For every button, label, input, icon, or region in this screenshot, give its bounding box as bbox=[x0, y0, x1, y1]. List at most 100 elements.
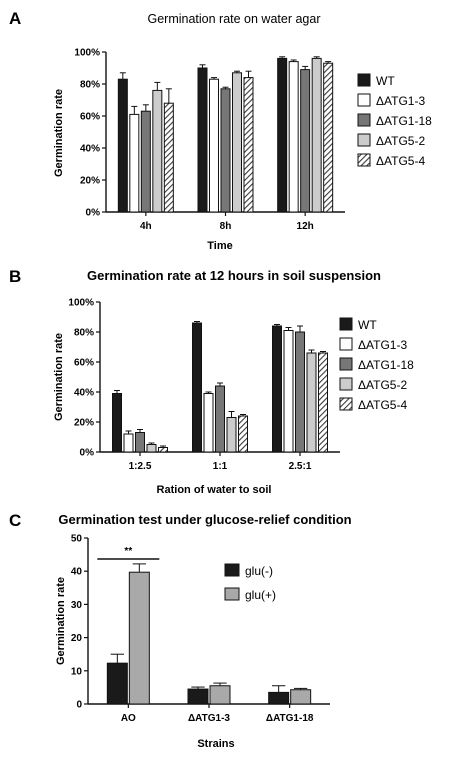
panel-b-bar bbox=[226, 417, 237, 453]
panel-b-bar bbox=[203, 393, 214, 453]
panel-c-bar bbox=[268, 691, 290, 705]
panel-a-xtick-label: 12h bbox=[297, 221, 314, 232]
panel-a-legend-swatch bbox=[357, 133, 371, 147]
panel-a-ylabel: Germination rate bbox=[53, 89, 65, 177]
panel-b-legend-swatch bbox=[339, 357, 353, 371]
panel-b-ytick-label: 40% bbox=[74, 388, 94, 399]
panel-c-xlabel: Strains bbox=[197, 738, 234, 750]
panel-c-letter: C bbox=[9, 511, 21, 530]
panel-c-bar bbox=[187, 688, 209, 705]
panel-b-bar bbox=[306, 352, 317, 453]
panel-b-bar bbox=[295, 331, 305, 453]
panel-b-bar bbox=[112, 393, 122, 453]
panel-c-bar bbox=[106, 662, 128, 705]
panel-a-legend-label: ΔATG1-3 bbox=[376, 94, 425, 108]
panel-a-bar bbox=[311, 57, 322, 213]
panel-a-legend-swatch bbox=[357, 153, 371, 167]
panel-a-bar bbox=[232, 72, 242, 213]
panel-a-legend-label: WT bbox=[376, 74, 395, 88]
panel-c-ytick-label: 10 bbox=[71, 666, 83, 677]
panel-b-ytick-label: 80% bbox=[74, 328, 94, 339]
panel-a-bar bbox=[277, 57, 288, 213]
panel-b-bar bbox=[272, 325, 282, 453]
panel-a-legend-swatch bbox=[357, 73, 371, 87]
panel-b-bar bbox=[146, 444, 157, 453]
panel-b-legend-swatch bbox=[339, 397, 353, 411]
panel-b-legend-swatch bbox=[339, 377, 353, 391]
panel-a-xtick-label: 4h bbox=[140, 221, 152, 232]
panel-c-bar bbox=[290, 689, 312, 705]
panel-b-legend-swatch bbox=[339, 317, 353, 331]
panel-a-ytick-label: 80% bbox=[80, 80, 100, 91]
panel-c-title: Germination test under glucose-relief co… bbox=[58, 512, 351, 527]
panel-b-ytick-label: 100% bbox=[68, 298, 94, 309]
panel-a-bar bbox=[163, 102, 174, 213]
panel-b-legend-swatch bbox=[339, 337, 353, 351]
panel-a-xtick-label: 8h bbox=[220, 221, 232, 232]
panel-c-ytick-label: 30 bbox=[71, 600, 83, 611]
panel-c-ytick-label: 20 bbox=[71, 633, 83, 644]
panel-a-legend-label: ΔATG1-18 bbox=[376, 114, 432, 128]
panel-c-ylabel: Germination rate bbox=[55, 577, 67, 665]
panel-b-xtick-label: 2.5:1 bbox=[289, 461, 312, 472]
panel-c-ytick-label: 50 bbox=[71, 534, 83, 545]
panel-a-ytick-label: 60% bbox=[80, 112, 100, 123]
panel-c-legend-swatch bbox=[224, 587, 240, 601]
panel-b-bar bbox=[123, 433, 134, 453]
panel-a-bar bbox=[140, 110, 151, 213]
panel-b-bar bbox=[158, 447, 168, 453]
panel-c-legend-label: glu(+) bbox=[245, 588, 276, 602]
panel-b-bar bbox=[238, 415, 248, 453]
panel-a-ytick-label: 20% bbox=[80, 176, 100, 187]
panel-c-xtick-label: ΔATG1-3 bbox=[188, 713, 230, 724]
panel-b-ylabel: Germination rate bbox=[53, 333, 65, 421]
panel-b-bar bbox=[215, 385, 225, 453]
panel-c-legend-swatch bbox=[224, 563, 240, 577]
panel-a-bar bbox=[197, 67, 208, 213]
panel-a-bar bbox=[323, 62, 334, 213]
panel-b-bar bbox=[283, 330, 294, 453]
panel-a-bar bbox=[300, 69, 311, 213]
panel-a-bar bbox=[209, 78, 219, 213]
panel-b-legend-label: ΔATG1-18 bbox=[358, 358, 414, 372]
panel-a-legend-label: ΔATG5-2 bbox=[376, 134, 425, 148]
panel-b-bar bbox=[318, 352, 328, 453]
panel-b-bar bbox=[192, 322, 202, 453]
panel-b-xtick-label: 1:1 bbox=[213, 461, 228, 472]
panel-b-legend-label: ΔATG5-4 bbox=[358, 398, 407, 412]
panel-c-xtick-label: AO bbox=[121, 713, 136, 724]
panel-a-bar bbox=[117, 78, 128, 213]
panel-a-ytick-label: 0% bbox=[86, 208, 101, 219]
panel-a-bar bbox=[288, 61, 299, 213]
panel-a-legend-swatch bbox=[357, 93, 371, 107]
panel-b-xtick-label: 1:2.5 bbox=[129, 461, 152, 472]
panel-b-title: Germination rate at 12 hours in soil sus… bbox=[87, 268, 381, 283]
panel-a-ytick-label: 40% bbox=[80, 144, 100, 155]
panel-b-ytick-label: 0% bbox=[80, 448, 95, 459]
panel-b-legend-label: ΔATG1-3 bbox=[358, 338, 407, 352]
panel-a-letter: A bbox=[9, 9, 21, 28]
panel-a-xlabel: Time bbox=[207, 240, 232, 252]
panel-b-xlabel: Ration of water to soil bbox=[157, 484, 272, 496]
panel-b-ytick-label: 20% bbox=[74, 418, 94, 429]
panel-a-legend-label: ΔATG5-4 bbox=[376, 154, 425, 168]
panel-a-bar bbox=[243, 77, 254, 213]
panel-b-legend-label: ΔATG5-2 bbox=[358, 378, 407, 392]
panel-a-bar bbox=[152, 89, 163, 213]
panel-c-bar bbox=[209, 685, 231, 705]
panel-b-letter: B bbox=[9, 267, 21, 286]
panel-a-ytick-label: 100% bbox=[74, 48, 100, 59]
panel-a-legend-swatch bbox=[357, 113, 371, 127]
panel-a-title: Germination rate on water agar bbox=[147, 12, 320, 26]
panel-c-bar bbox=[128, 571, 150, 705]
panel-c-legend-label: glu(-) bbox=[245, 564, 273, 578]
panel-c-xtick-label: ΔATG1-18 bbox=[266, 713, 314, 724]
panel-b-legend-label: WT bbox=[358, 318, 377, 332]
panel-c-ytick-label: 40 bbox=[71, 567, 83, 578]
panel-c-significance-label: ** bbox=[124, 546, 132, 557]
panel-b-bar bbox=[135, 432, 145, 453]
panel-b-ytick-label: 60% bbox=[74, 358, 94, 369]
panel-c-ytick-label: 0 bbox=[76, 700, 82, 711]
panel-a-bar bbox=[220, 88, 231, 213]
